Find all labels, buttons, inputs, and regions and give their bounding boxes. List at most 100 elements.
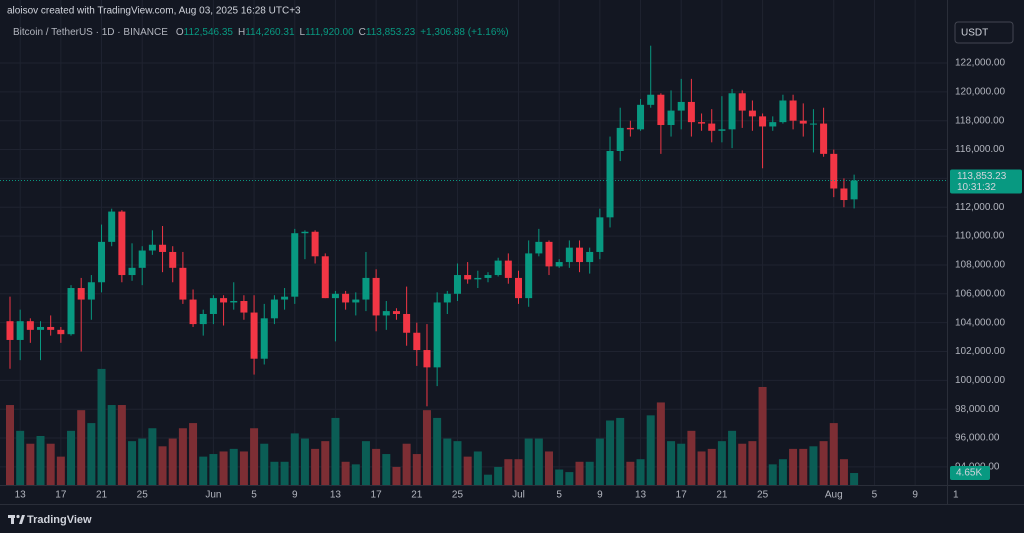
volume-bar (829, 423, 838, 485)
volume-bar (412, 454, 421, 485)
volume-bar (361, 441, 370, 485)
candle-body (352, 299, 360, 303)
volume-bar (56, 456, 65, 485)
volume-bar (443, 438, 452, 485)
volume-bar (616, 417, 625, 485)
candle-body (37, 326, 45, 330)
candle-body (169, 251, 177, 268)
volume-bar (199, 456, 208, 485)
candle-body (382, 311, 390, 316)
candle-body (728, 93, 736, 130)
volume-bar (128, 441, 137, 485)
candle-body (535, 241, 543, 254)
ohlc-value: 112,546.35 (184, 27, 234, 38)
candle-body (769, 122, 777, 127)
candle-body (738, 93, 746, 111)
ohlc-key: L (300, 27, 306, 38)
last-price-label: 113,853.23 (957, 171, 1007, 182)
brand: TradingView (27, 514, 92, 526)
y-tick-label: 106,000.00 (955, 288, 1005, 299)
candle-body (443, 293, 451, 303)
volume-bar (331, 417, 340, 485)
candle-body (474, 277, 482, 280)
candle-body (647, 94, 655, 105)
currency-label[interactable]: USDT (961, 28, 988, 39)
x-tick-label: 9 (597, 490, 603, 501)
candle-body (606, 150, 614, 218)
volume-bar (422, 410, 431, 485)
volume-bar (697, 451, 706, 485)
volume-bar (748, 441, 757, 485)
countdown: 10:31:32 (957, 182, 996, 193)
grid (0, 0, 947, 485)
volume-bar (178, 428, 187, 485)
currency-button[interactable] (954, 21, 1014, 44)
candle-body (321, 256, 329, 299)
volume-bar (717, 441, 726, 485)
candle-body (809, 123, 817, 125)
y-tick-label: 102,000.00 (955, 346, 1005, 357)
candle-body (281, 296, 289, 300)
volume-bar (77, 410, 86, 485)
candle-body (26, 321, 34, 330)
volume-bar (392, 466, 401, 485)
x-tick-label: 25 (757, 490, 769, 501)
volume-bar (382, 454, 391, 485)
candle-body (179, 267, 187, 300)
ohlc-value: 113,853.23 (366, 27, 416, 38)
volume-bar (656, 402, 665, 485)
x-tick-label: 21 (96, 490, 108, 501)
candle-body (494, 260, 502, 276)
candle-body (504, 260, 512, 278)
candle-body (159, 244, 167, 252)
candle-body (657, 94, 665, 126)
volume-bar (789, 448, 798, 485)
volume-bar (372, 448, 381, 485)
candle-body (128, 267, 136, 276)
volume-bar (117, 405, 126, 485)
ohlc-key: C (359, 27, 366, 38)
x-tick-label: 5 (251, 490, 257, 501)
candle-body (830, 153, 838, 189)
candle-body (667, 110, 675, 126)
volume-bar (758, 386, 767, 485)
volume-bar (300, 438, 309, 485)
ohlc-key: H (238, 27, 245, 38)
volume-bar (463, 456, 472, 485)
volume-bar (728, 430, 737, 485)
volume-bar (219, 451, 228, 485)
candle-body (586, 251, 594, 263)
candle-body (515, 277, 522, 299)
candle-body (138, 250, 146, 268)
candle-body (57, 329, 65, 335)
candle-body (189, 299, 197, 325)
symbol-legend: Bitcoin / TetherUS · 1D · BINANCE O112,54… (13, 27, 509, 38)
volume-bar (778, 459, 787, 485)
volume-bar (67, 430, 76, 485)
y-tick-label: 104,000.00 (955, 317, 1005, 328)
volume-bar (260, 443, 269, 485)
candle-body (840, 188, 848, 201)
candle-body (148, 244, 156, 251)
volume-bar (555, 469, 564, 485)
candle-body (545, 241, 553, 267)
candle-body (708, 123, 716, 131)
candle-body (67, 288, 75, 335)
volume-bar (229, 448, 238, 485)
volume-bar (819, 441, 828, 485)
candle-body (748, 110, 756, 117)
credit: aloisov created with TradingView.com, Au… (7, 6, 301, 17)
candle-body (230, 301, 238, 303)
candle-body (77, 288, 85, 300)
volume-last-box (950, 466, 990, 481)
candle-body (98, 241, 106, 283)
volume-bar (270, 461, 279, 485)
candle-body (616, 127, 624, 151)
volume-bar (534, 438, 543, 485)
candle-body (372, 277, 380, 316)
volume-bar (209, 454, 218, 485)
candle-body (260, 318, 268, 359)
volume-last-label: 4.65K (956, 468, 982, 479)
